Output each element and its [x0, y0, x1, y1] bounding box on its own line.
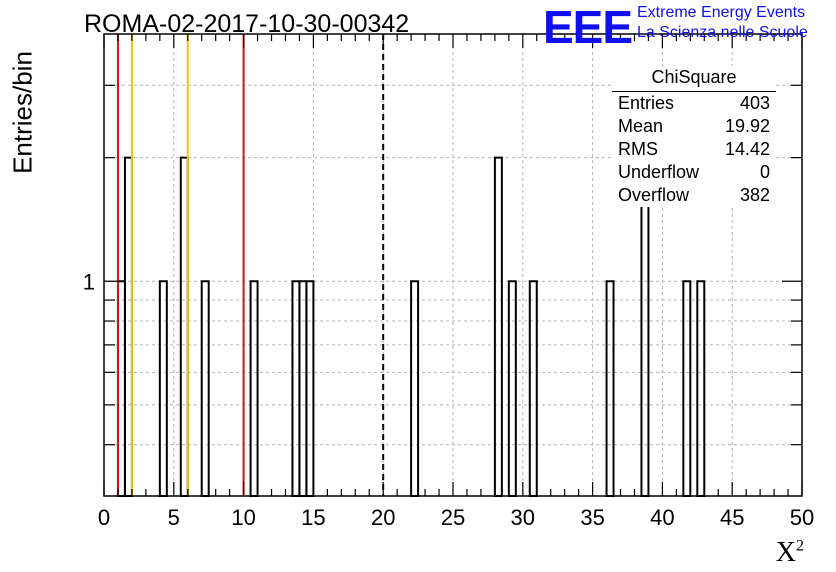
chart-title: ROMA-02-2017-10-30-00342: [84, 10, 410, 38]
x-tick-label: 0: [98, 505, 110, 530]
x-tick-label: 20: [371, 505, 395, 530]
histogram-bin: [493, 156, 503, 497]
stats-row: Mean 19.92: [612, 115, 776, 138]
histogram-bin: [640, 156, 650, 497]
x-axis-label: X2: [776, 537, 804, 569]
stats-value: 0: [759, 162, 770, 182]
histogram-bin: [200, 280, 210, 497]
x-tick-label: 25: [441, 505, 465, 530]
stats-row: Overflow 382: [612, 184, 776, 207]
stats-label: Overflow: [618, 185, 690, 205]
stats-title: ChiSquare: [612, 66, 776, 92]
stats-value: 382: [739, 185, 770, 205]
stats-label: Underflow: [618, 162, 700, 182]
histogram-bin: [123, 156, 133, 497]
stats-value: 19.92: [724, 116, 770, 136]
stats-label: Entries: [618, 93, 675, 113]
histogram: [116, 156, 706, 497]
histogram-bin: [179, 156, 189, 497]
histogram-bin: [682, 280, 692, 497]
reference-lines: [116, 34, 385, 496]
stats-value: 403: [739, 93, 770, 113]
histogram-bin: [528, 280, 538, 497]
x-tick-label: 50: [790, 505, 814, 530]
y-axis-label: Entries/bin: [7, 51, 38, 174]
x-tick-label: 15: [301, 505, 325, 530]
stats-row: RMS 14.42: [612, 138, 776, 161]
histogram-bin: [410, 280, 420, 497]
x-axis-label-superscript: 2: [796, 537, 804, 555]
logo-line-1: Extreme Energy Events: [637, 4, 806, 21]
stats-box: ChiSquare Entries 403 Mean 19.92 RMS 14.42 …: [612, 66, 776, 207]
histogram-bin: [696, 280, 706, 497]
stats-value: 14.42: [724, 139, 770, 159]
y-tick-label: 1: [83, 269, 95, 294]
x-tick-label: 10: [231, 505, 255, 530]
logo-line-2: La Scienza nelle Scuole: [637, 24, 808, 41]
x-tick-label: 40: [650, 505, 674, 530]
stats-label: Mean: [618, 116, 664, 136]
x-tick-label: 30: [511, 505, 535, 530]
histogram-bin: [298, 280, 308, 497]
histogram-bin: [291, 280, 301, 497]
histogram-bin: [605, 280, 615, 497]
stats-row: Underflow 0: [612, 161, 776, 184]
x-tick-label: 5: [168, 505, 180, 530]
stats-row: Entries 403: [612, 92, 776, 115]
x-tick-label: 35: [580, 505, 604, 530]
histogram-bin: [249, 280, 259, 497]
stats-label: RMS: [618, 139, 658, 159]
eee-logo: EEE: [543, 1, 633, 53]
histogram-bin: [116, 280, 126, 497]
x-tick-label: 45: [720, 505, 744, 530]
x-axis-label-base: X: [775, 537, 796, 568]
histogram-bin: [305, 280, 315, 497]
histogram-bin: [507, 280, 517, 497]
histogram-bin: [158, 280, 168, 497]
axis-ticks: 0 5 10 15 20 25 30 35 40 45 50 1: [83, 34, 814, 530]
